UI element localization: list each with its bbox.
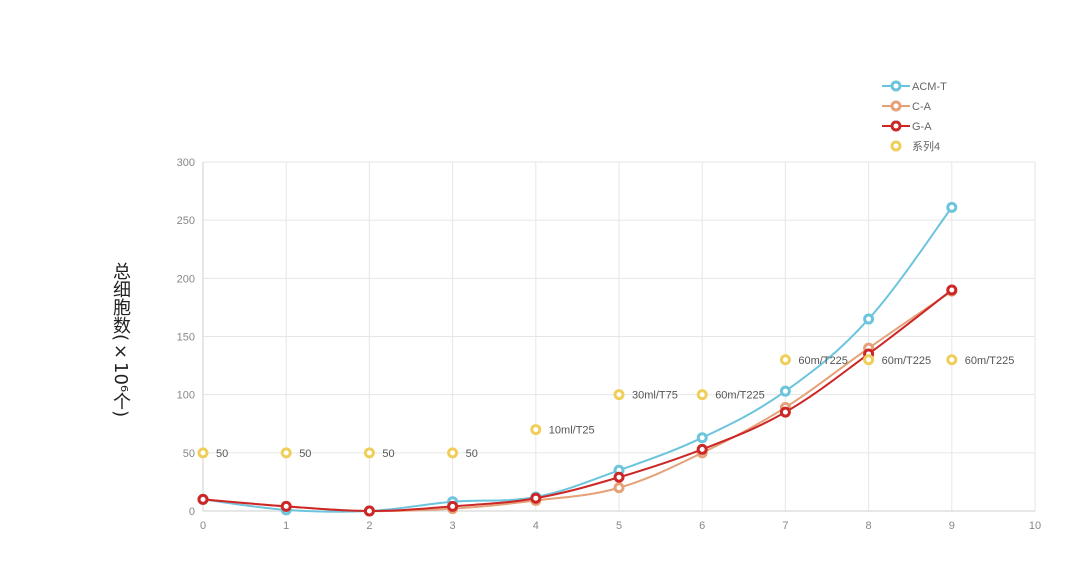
data-point[interactable] xyxy=(613,471,625,483)
legend-item-系列4[interactable]: 系列4 xyxy=(890,139,940,153)
series-系列4 xyxy=(197,354,958,459)
data-label: 60m/T225 xyxy=(965,355,1015,367)
data-point[interactable] xyxy=(280,447,292,459)
legend-marker xyxy=(890,100,902,112)
data-point[interactable] xyxy=(197,447,209,459)
series-C-A xyxy=(197,285,958,517)
legend-label: C-A xyxy=(912,101,932,113)
data-point[interactable] xyxy=(447,447,459,459)
legend-item-G-A[interactable]: G-A xyxy=(882,120,932,133)
legend-marker xyxy=(890,120,902,132)
data-point[interactable] xyxy=(530,492,542,504)
legend-label: 系列4 xyxy=(912,139,940,153)
x-tick-label: 3 xyxy=(450,520,456,532)
y-tick-label: 250 xyxy=(177,215,195,227)
data-label: 60m/T225 xyxy=(715,390,765,402)
y-tick-label: 0 xyxy=(189,506,195,518)
y-tick-label: 200 xyxy=(177,273,195,285)
series-line-G-A xyxy=(202,289,953,513)
x-tick-label: 2 xyxy=(366,520,372,532)
data-point[interactable] xyxy=(946,354,958,366)
data-point[interactable] xyxy=(280,500,292,512)
x-tick-label: 6 xyxy=(699,520,705,532)
legend-label: G-A xyxy=(912,121,932,133)
data-point[interactable] xyxy=(946,284,958,296)
data-point[interactable] xyxy=(779,406,791,418)
x-tick-label: 7 xyxy=(782,520,788,532)
data-point[interactable] xyxy=(613,389,625,401)
legend-marker xyxy=(890,80,902,92)
data-point[interactable] xyxy=(197,493,209,505)
data-label: 50 xyxy=(466,448,478,460)
series-layer xyxy=(197,201,958,517)
data-label: 50 xyxy=(382,448,394,460)
data-label: 50 xyxy=(216,448,228,460)
data-point[interactable] xyxy=(779,385,791,397)
legend-item-ACM-T[interactable]: ACM-T xyxy=(882,80,947,93)
data-label: 50 xyxy=(299,448,311,460)
axes: 0 50 100 150 200 250 300 0 1 2 3 4 5 6 7 8 9 10 xyxy=(177,157,1041,532)
data-point[interactable] xyxy=(613,482,625,494)
legend-label: ACM-T xyxy=(912,81,947,93)
data-point[interactable] xyxy=(363,505,375,517)
x-tick-label: 8 xyxy=(866,520,872,532)
x-tick-label: 1 xyxy=(283,520,289,532)
y-tick-label: 300 xyxy=(177,157,195,169)
data-point[interactable] xyxy=(863,354,875,366)
legend-item-C-A[interactable]: C-A xyxy=(882,100,932,113)
series-line-ACM-T xyxy=(202,206,953,513)
x-tick-label: 9 xyxy=(949,520,955,532)
data-point[interactable] xyxy=(946,201,958,213)
data-label: 60m/T225 xyxy=(798,355,848,367)
data-point[interactable] xyxy=(696,432,708,444)
y-tick-label: 150 xyxy=(177,332,195,344)
data-point[interactable] xyxy=(696,389,708,401)
data-point[interactable] xyxy=(363,447,375,459)
series-line-C-A xyxy=(202,290,953,513)
y-axis-label: 总细胞数(×10⁶个) xyxy=(110,262,131,418)
x-tick-label: 10 xyxy=(1029,520,1041,532)
data-labels: 50 50 50 50 10ml/T25 30ml/T75 60m/T225 60m/T225… xyxy=(216,355,1014,460)
data-point[interactable] xyxy=(863,313,875,325)
data-label: 10ml/T25 xyxy=(549,425,595,437)
legend-marker xyxy=(890,140,902,152)
x-tick-label: 5 xyxy=(616,520,622,532)
x-tick-label: 0 xyxy=(200,520,206,532)
y-tick-label: 50 xyxy=(183,448,195,460)
data-point[interactable] xyxy=(447,500,459,512)
data-label: 30ml/T75 xyxy=(632,390,678,402)
legend[interactable]: ACM-T C-A G-A 系列4 xyxy=(882,80,947,153)
data-label: 60m/T225 xyxy=(882,355,932,367)
data-point[interactable] xyxy=(530,424,542,436)
series-G-A xyxy=(197,284,958,517)
data-point[interactable] xyxy=(696,443,708,455)
x-tick-label: 4 xyxy=(533,520,539,532)
grid xyxy=(202,161,1036,512)
y-tick-label: 100 xyxy=(177,390,195,402)
data-point[interactable] xyxy=(779,354,791,366)
